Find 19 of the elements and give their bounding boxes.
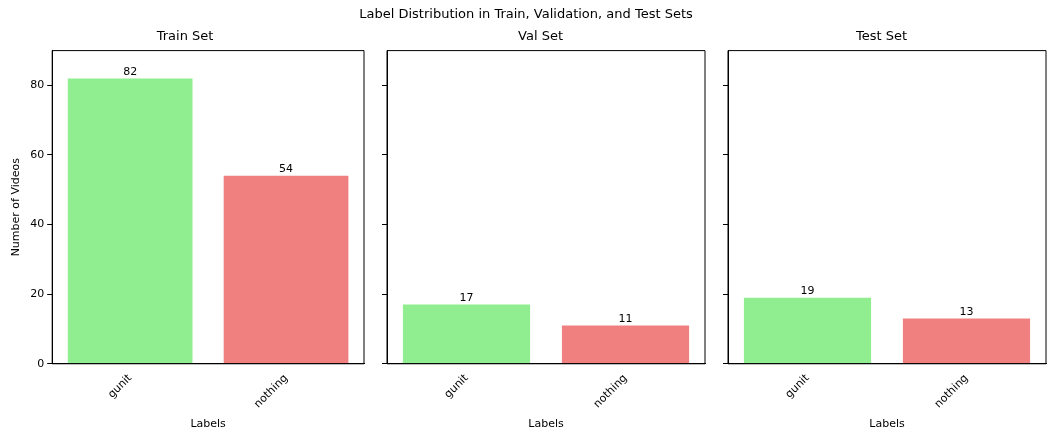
chart-title: Test Set — [854, 28, 908, 44]
chart-title: Train Set — [155, 28, 214, 44]
y-tick-label: 0 — [37, 356, 45, 370]
x-axis-title: Labels — [869, 417, 905, 431]
y-axis-title: Number of Videos — [9, 157, 23, 257]
y-tick-label: 60 — [30, 147, 45, 161]
x-axis-title: Labels — [190, 417, 227, 431]
x-axis-title: Labels — [528, 417, 564, 431]
data-label: 19 — [800, 284, 815, 298]
y-tick-label: 80 — [30, 78, 45, 92]
chart-title: Val Set — [518, 28, 563, 44]
data-label: 17 — [459, 290, 474, 304]
y-tick-label: 40 — [30, 217, 45, 231]
data-label: 13 — [959, 304, 974, 318]
data-label: 11 — [618, 311, 633, 325]
y-tick-label: 20 — [30, 287, 45, 301]
text: Label Distribution in Train, Validation, and Test Sets — [358, 5, 694, 23]
data-label: 82 — [123, 64, 138, 78]
data-label: 54 — [279, 162, 294, 176]
